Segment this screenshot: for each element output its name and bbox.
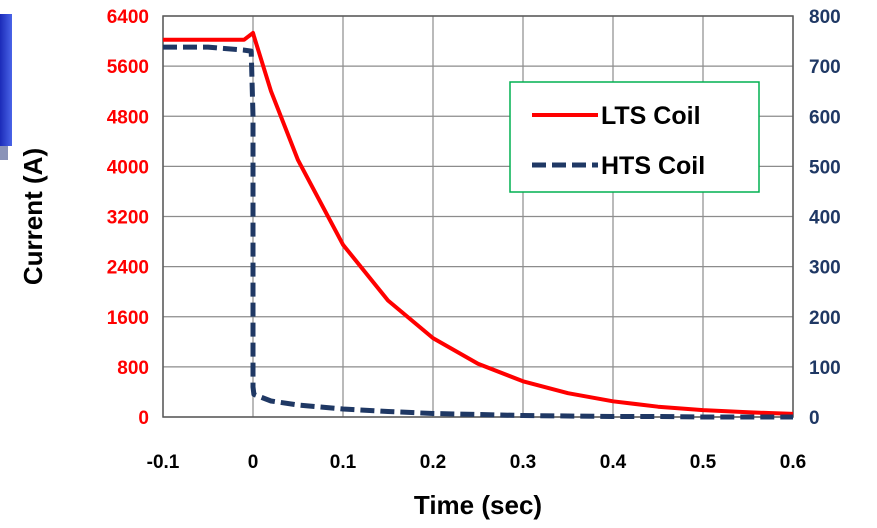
y-right-tick-label: 800 [809,7,841,28]
y-right-tick-label: 500 [809,157,841,178]
y-right-tick-label: 100 [809,358,841,379]
y-right-tick-label: 700 [809,57,841,78]
y-right-tick-label: 600 [809,107,841,128]
right-axis-ticks: 0 100 200 300 400 500 600 700 800 [809,7,841,429]
left-axis-ticks: 0 800 1600 2400 3200 4000 4800 5600 6400 [107,7,149,429]
x-tick-label: -0.1 [147,452,180,473]
series-layer [163,30,794,420]
y-left-tick-label: 4800 [107,107,149,128]
y-right-tick-label: 0 [809,408,820,429]
y-right-tick-label: 300 [809,258,841,279]
legend-label-hts: HTS Coil [601,152,705,180]
y-axis-title: Current (A) [18,148,48,285]
x-axis-title: Time (sec) [414,490,542,520]
y-right-tick-label: 400 [809,208,841,229]
legend: LTS Coil HTS Coil [509,81,760,193]
x-tick-label: 0.4 [600,452,627,473]
x-tick-label: 0.5 [690,452,717,473]
y-right-tick-label: 200 [809,308,841,329]
y-left-tick-label: 4000 [107,157,149,178]
blue-bar-decoration [0,14,12,146]
y-left-tick-label: 800 [117,358,149,379]
y-left-tick-label: 0 [138,408,149,429]
x-tick-label: 0.2 [420,452,446,473]
y-left-tick-label: 2400 [107,258,149,279]
series-line-hts [163,44,793,420]
plot-area [162,15,794,418]
y-left-tick-label: 1600 [107,308,149,329]
x-tick-label: 0.3 [510,452,536,473]
x-tick-label: 0.6 [780,452,806,473]
legend-box [509,81,760,193]
y-left-tick-label: 3200 [107,208,149,229]
series-line-lts [163,30,794,416]
y-left-tick-label: 5600 [107,57,149,78]
x-tick-label: 0 [248,452,259,473]
grid-lines [162,15,794,418]
x-tick-label: 0.1 [330,452,357,473]
y-left-tick-label: 6400 [107,7,149,28]
legend-label-lts: LTS Coil [601,102,701,130]
gray-bar-decoration [0,146,8,160]
x-axis-ticks: -0.1 0 0.1 0.2 0.3 0.4 0.5 0.6 [147,452,807,473]
